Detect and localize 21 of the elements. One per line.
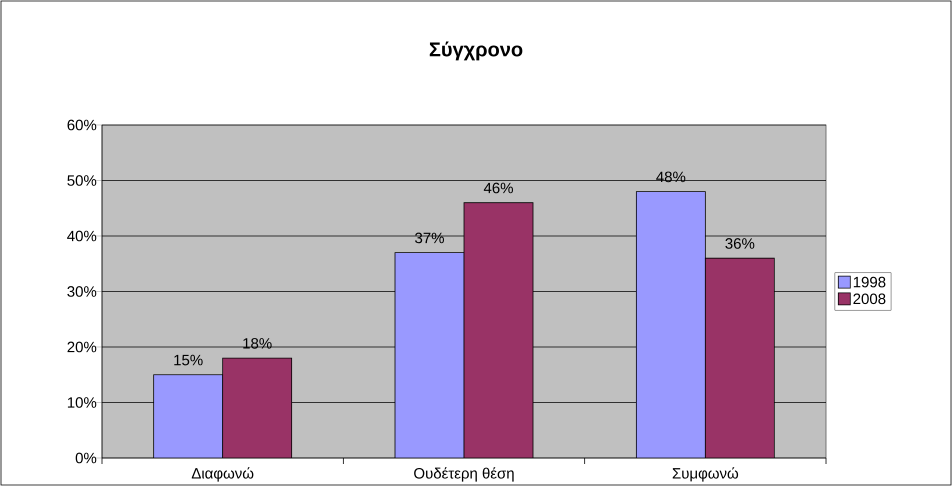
y-tick-label: 20%: [68, 342, 96, 352]
y-tick-label: 60%: [68, 120, 96, 130]
bar: [153, 374, 224, 458]
bar: [636, 191, 706, 458]
x-tick-label: Ουδέτερη θέση: [414, 467, 514, 482]
y-tick-label: 0%: [76, 452, 96, 464]
legend-label: 1998: [854, 276, 886, 288]
y-tick-label: 40%: [67, 230, 96, 242]
data-label: 15%: [174, 354, 203, 366]
y-tick-label: 30%: [67, 286, 96, 297]
data-label: 48%: [656, 172, 686, 182]
y-tick-label: 10%: [68, 397, 96, 408]
y-tick-label: 50%: [67, 175, 96, 186]
data-label: 46%: [484, 182, 513, 194]
data-label: 36%: [725, 238, 754, 249]
x-tick-label: Διαφωνώ: [192, 467, 254, 482]
bar: [394, 252, 464, 458]
data-label: 18%: [243, 338, 272, 349]
x-tick-label: Συμφωνώ: [672, 467, 738, 482]
legend-label: 2008: [853, 294, 886, 304]
chart-title: Σύγχρονο: [430, 42, 522, 61]
